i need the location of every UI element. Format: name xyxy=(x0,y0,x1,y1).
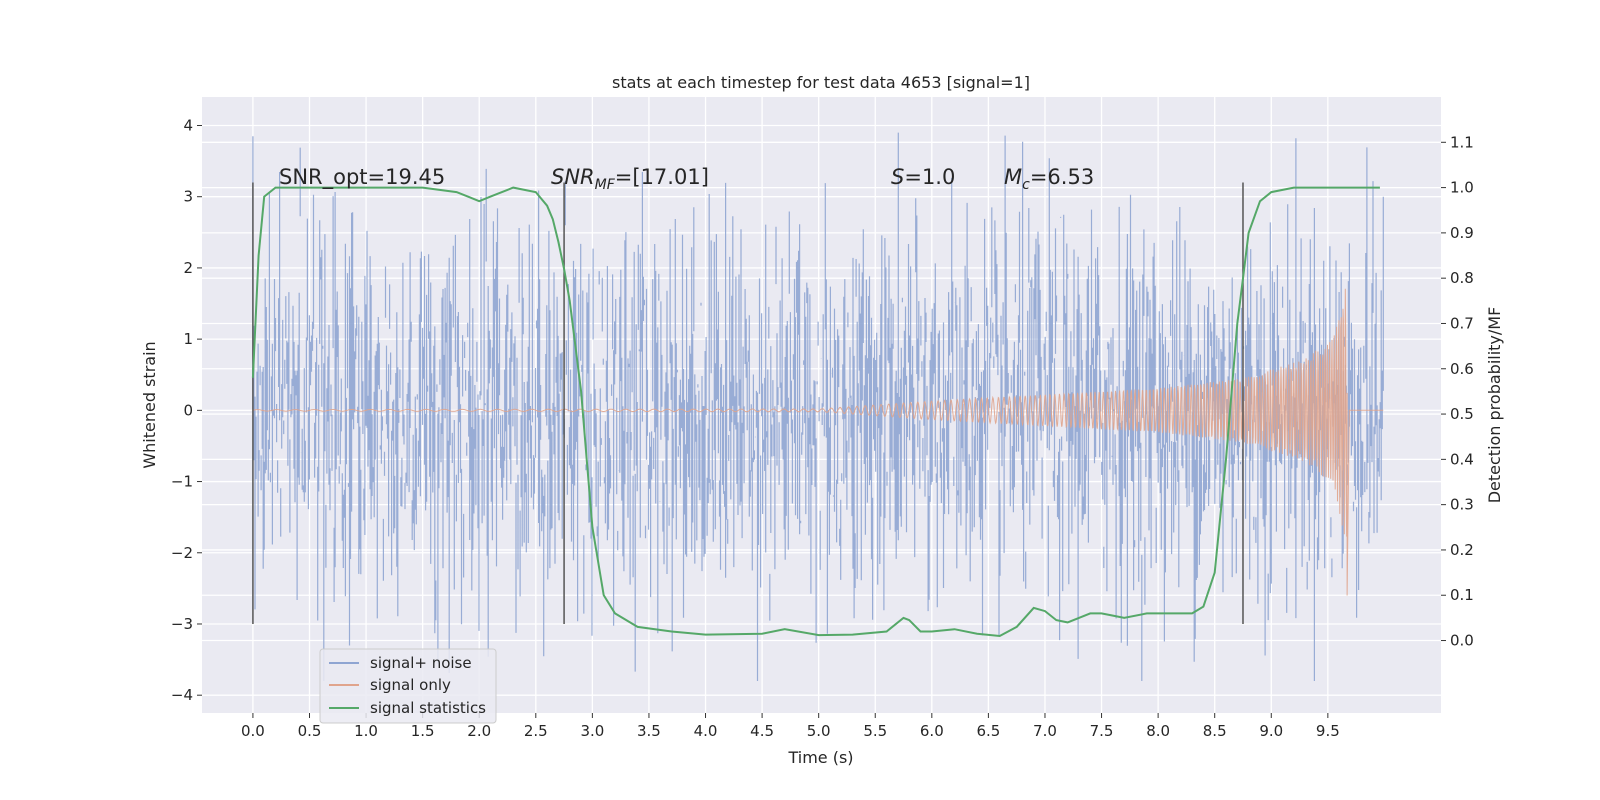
y-tick-label-7: −3 xyxy=(171,615,193,633)
x-tick-label-4: 2.0 xyxy=(467,722,491,740)
chirp-trace xyxy=(252,288,1384,596)
x-tick-label-3: 1.5 xyxy=(411,722,435,740)
y-tick-label-1: 3 xyxy=(183,188,193,206)
statistics-line xyxy=(251,186,1380,638)
annotation-s: S=1.0 xyxy=(891,165,955,189)
series-signal-only xyxy=(252,288,1384,596)
y2-tick-label-0: 1.1 xyxy=(1450,133,1474,151)
y2-tick-label-11: 0.0 xyxy=(1450,632,1474,650)
y-axis-ticks: 4 3 2 1 0 −1 −2 −3 −4 xyxy=(171,116,202,704)
x-axis-label: Time (s) xyxy=(787,748,853,767)
legend: signal+ noise signal only signal statist… xyxy=(319,648,497,724)
annotation-mc-symbol: M xyxy=(1004,165,1022,189)
y2-tick-label-6: 0.5 xyxy=(1450,405,1474,423)
annotation-snr-opt: SNR_opt=19.45 xyxy=(279,165,445,190)
annotation-s-value: =1.0 xyxy=(904,165,955,189)
y-tick-label-4: 0 xyxy=(183,401,193,419)
x-tick-label-2: 1.0 xyxy=(354,722,378,740)
annotation-mc: Mc=6.53 xyxy=(1004,165,1094,193)
y-tick-label-6: −2 xyxy=(171,544,193,562)
y2-tick-label-7: 0.4 xyxy=(1450,450,1474,468)
x-tick-label-9: 4.5 xyxy=(750,722,774,740)
series-signal-statistics xyxy=(251,186,1380,638)
y-tick-label-2: 2 xyxy=(183,259,193,277)
y-tick-label-5: −1 xyxy=(171,473,193,491)
annotation-mc-subscript: c xyxy=(1022,177,1030,193)
x-tick-label-13: 6.5 xyxy=(976,722,1000,740)
x-tick-label-6: 3.0 xyxy=(580,722,604,740)
x-tick-label-19: 9.5 xyxy=(1316,722,1340,740)
y-tick-label-3: 1 xyxy=(183,330,193,348)
annotation-mc-value: =6.53 xyxy=(1030,165,1094,189)
y2-tick-label-5: 0.6 xyxy=(1450,360,1474,378)
x-tick-label-11: 5.5 xyxy=(863,722,887,740)
annotation-s-symbol: S xyxy=(891,165,904,189)
x-tick-label-10: 5.0 xyxy=(807,722,831,740)
chart-title: stats at each timestep for test data 465… xyxy=(612,73,1030,92)
y2-tick-label-9: 0.2 xyxy=(1450,541,1474,559)
y2-axis-label: Detection probability/MF xyxy=(1485,307,1504,504)
annotations: SNR_opt=19.45 SNRMF=[17.01] S=1.0 Mc=6.5… xyxy=(279,165,1094,193)
annotation-snr-mf-symbol: SNR xyxy=(551,165,595,189)
vertical-markers xyxy=(252,182,1244,624)
legend-label-signal-statistics: signal statistics xyxy=(370,699,486,717)
x-tick-label-12: 6.0 xyxy=(920,722,944,740)
y-tick-label-0: 4 xyxy=(183,116,193,134)
y2-tick-label-4: 0.7 xyxy=(1450,314,1474,332)
y-axis-label: Whitened strain xyxy=(140,341,159,468)
y2-tick-label-1: 1.0 xyxy=(1450,179,1474,197)
x-axis-ticks: 0.0 0.5 1.0 1.5 2.0 2.5 3.0 3.5 4.0 4.5 5.0 5.5 6.0 6… xyxy=(241,713,1340,740)
y-tick-label-8: −4 xyxy=(171,686,193,704)
y2-tick-label-2: 0.9 xyxy=(1450,224,1474,242)
legend-label-signal-only: signal only xyxy=(370,676,451,694)
x-tick-label-14: 7.0 xyxy=(1033,722,1057,740)
x-tick-label-7: 3.5 xyxy=(637,722,661,740)
y2-tick-label-3: 0.8 xyxy=(1450,269,1474,287)
x-tick-label-18: 9.0 xyxy=(1259,722,1283,740)
legend-box xyxy=(319,648,497,724)
x-tick-label-1: 0.5 xyxy=(298,722,322,740)
y2-tick-label-8: 0.3 xyxy=(1450,496,1474,514)
x-tick-label-16: 8.0 xyxy=(1146,722,1170,740)
annotation-snr-mf-value: =[17.01] xyxy=(615,165,709,189)
y2-axis-ticks: 1.1 1.0 0.9 0.8 0.7 0.6 0.5 0.4 0.3 0.2 0.1 0.0 xyxy=(1441,133,1474,650)
x-tick-label-0: 0.0 xyxy=(241,722,265,740)
legend-label-signal-plus-noise: signal+ noise xyxy=(370,654,472,672)
x-tick-label-17: 8.5 xyxy=(1203,722,1227,740)
x-tick-label-15: 7.5 xyxy=(1090,722,1114,740)
annotation-snr-mf: SNRMF=[17.01] xyxy=(551,165,709,193)
y2-tick-label-10: 0.1 xyxy=(1450,586,1474,604)
x-tick-label-5: 2.5 xyxy=(524,722,548,740)
x-tick-label-8: 4.0 xyxy=(694,722,718,740)
annotation-snr-mf-subscript: MF xyxy=(595,177,616,193)
